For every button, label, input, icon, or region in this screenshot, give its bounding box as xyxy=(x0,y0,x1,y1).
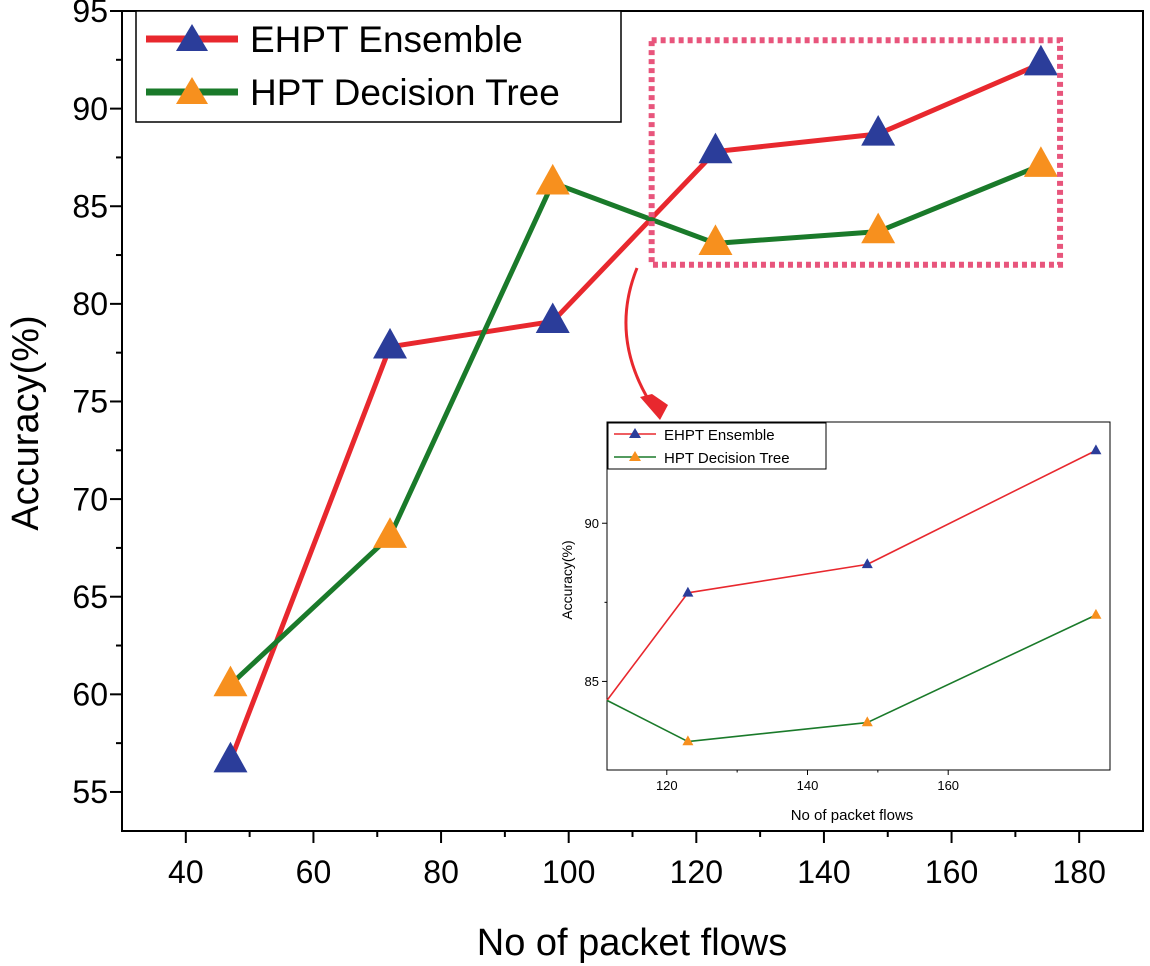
inset-point-0-2 xyxy=(861,558,873,569)
inset-x-tick-label: 160 xyxy=(937,778,959,793)
inset-axis-ticks: 120 140 160 85 90 xyxy=(585,516,960,793)
main-point-0-1 xyxy=(373,327,408,359)
main-legend-box xyxy=(135,10,622,123)
main-y-tick-label: 75 xyxy=(72,384,108,420)
main-x-tick-label: 60 xyxy=(296,854,332,890)
main-point-0-5 xyxy=(1023,44,1058,76)
inset-point-1-3 xyxy=(1090,608,1102,619)
main-series xyxy=(213,44,1058,773)
main-plot: 40 60 80 100 120 140 160 180556065707580859095 … xyxy=(5,0,1144,964)
main-axis-ticks: 40 60 80 100 120 140 160 180 55 60 65 70 75 80 85 90 95 xyxy=(72,0,1105,890)
main-y-tick-label: 80 xyxy=(72,286,108,322)
legend-label-hpt: HPT Decision Tree xyxy=(250,72,560,113)
main-legend: EHPT Ensemble HPT Decision Tree xyxy=(135,10,622,123)
main-y-tick-label: 95 xyxy=(72,0,108,29)
inset-series-line-0 xyxy=(606,449,1097,701)
main-point-0-4 xyxy=(861,115,896,146)
main-y-axis-title: Accuracy(%) xyxy=(5,315,47,530)
main-y-tick-label: 85 xyxy=(72,188,108,224)
main-x-tick-label: 40 xyxy=(168,854,204,890)
legend-marker-hpt xyxy=(176,77,208,104)
inset-y-axis-title: Accuracy(%) xyxy=(559,540,575,619)
inset-plot-frame xyxy=(606,421,1111,771)
inset-x-tick-label: 120 xyxy=(656,778,678,793)
main-x-tick-label: 120 xyxy=(670,854,723,890)
inset-legend-label-hpt: HPT Decision Tree xyxy=(664,450,790,467)
main-x-tick-label: 80 xyxy=(423,854,459,890)
main-y-tick-label: 65 xyxy=(72,579,108,615)
inset-point-1-1 xyxy=(682,735,694,746)
inset-legend: EHPT Ensemble HPT Decision Tree xyxy=(607,422,827,470)
main-series-line-1 xyxy=(228,162,1042,687)
inset-y-tick-label: 85 xyxy=(585,674,599,689)
main-point-0-0 xyxy=(213,741,248,773)
inset-legend-box xyxy=(607,422,827,470)
main-y-tick-label: 70 xyxy=(72,481,108,517)
inset-plot: 120 140 160 85 90 No of packet flows Accurac… xyxy=(559,421,1111,824)
inset-legend-marker-ehpt xyxy=(629,428,641,438)
main-y-tick-label: 60 xyxy=(72,677,108,713)
main-y-tick-label: 90 xyxy=(72,91,108,127)
main-x-axis-title: No of packet flows xyxy=(477,922,787,964)
inset-legend-label-ehpt: EHPT Ensemble xyxy=(664,427,775,444)
inset-x-tick-label: 140 xyxy=(797,778,819,793)
zoom-highlight-box xyxy=(648,37,1064,268)
main-series-line-0 xyxy=(228,61,1042,762)
main-y-tick-label: 55 xyxy=(72,774,108,810)
main-point-1-0 xyxy=(213,665,248,697)
main-point-1-1 xyxy=(373,517,408,548)
main-point-0-3 xyxy=(698,132,733,164)
legend-label-ehpt: EHPT Ensemble xyxy=(250,19,523,60)
inset-plot-background xyxy=(607,422,1110,770)
inset-point-0-1 xyxy=(682,586,694,597)
inset-point-0-3 xyxy=(1090,444,1102,455)
main-x-tick-label: 140 xyxy=(797,854,850,890)
inset-x-axis-title: No of packet flows xyxy=(791,807,914,824)
main-point-1-2 xyxy=(535,163,570,195)
main-x-tick-label: 180 xyxy=(1052,854,1105,890)
zoom-arrow-head xyxy=(640,394,668,420)
main-point-0-2 xyxy=(535,302,570,334)
main-x-tick-label: 160 xyxy=(925,854,978,890)
legend-marker-ehpt xyxy=(176,24,208,51)
main-point-1-3 xyxy=(698,224,733,255)
zoom-arrow xyxy=(624,267,657,411)
inset-legend-marker-hpt xyxy=(629,451,641,461)
inset-series xyxy=(606,444,1102,746)
inset-point-1-2 xyxy=(861,716,873,727)
main-point-1-4 xyxy=(861,212,896,244)
main-x-tick-label: 100 xyxy=(542,854,595,890)
inset-y-tick-label: 90 xyxy=(585,516,599,531)
main-point-1-5 xyxy=(1023,146,1058,177)
inset-series-line-1 xyxy=(606,614,1097,743)
